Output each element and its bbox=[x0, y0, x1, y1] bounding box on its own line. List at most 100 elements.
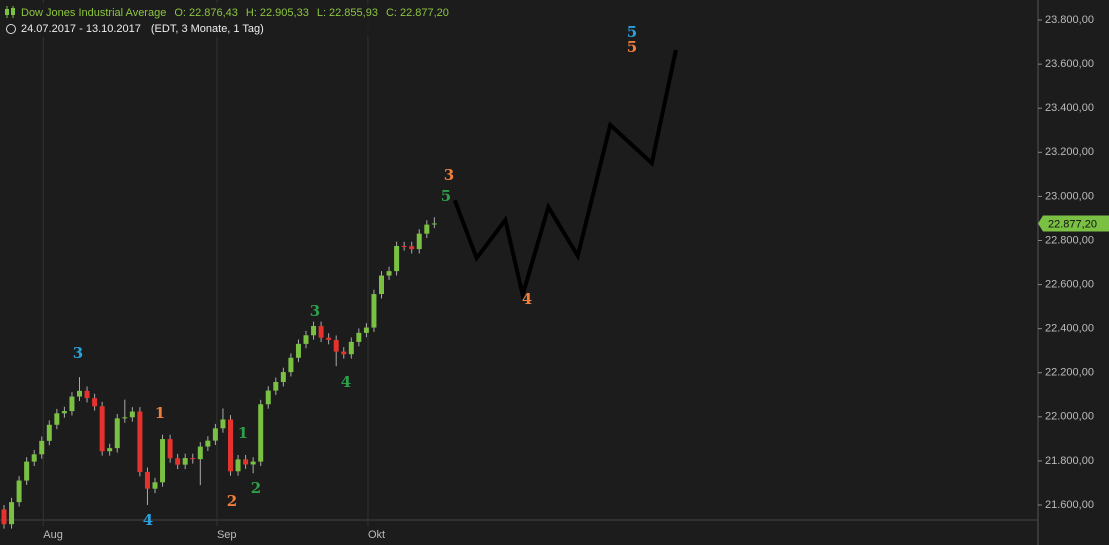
wave-label: 4 bbox=[522, 290, 532, 308]
y-tick-label: 21.800,00 bbox=[1045, 455, 1094, 467]
x-tick-label: Okt bbox=[368, 529, 385, 541]
candle-body bbox=[235, 459, 241, 472]
y-tick-label: 21.600,00 bbox=[1045, 499, 1094, 511]
ohlc-name: C: bbox=[386, 7, 397, 19]
last-price-label: 22.877,20 bbox=[1048, 218, 1097, 230]
ohlc-name: H: bbox=[246, 7, 257, 19]
candle-body bbox=[31, 454, 37, 462]
candle-body bbox=[228, 419, 233, 472]
candle-body bbox=[288, 357, 294, 373]
x-tick-label: Sep bbox=[217, 529, 237, 541]
candle-body bbox=[273, 382, 279, 391]
candle-body bbox=[356, 332, 362, 342]
candle-body bbox=[107, 448, 113, 452]
y-tick-label: 23.400,00 bbox=[1045, 102, 1094, 114]
candle-body bbox=[250, 461, 256, 465]
candle-body bbox=[333, 339, 339, 352]
ohlc-name: O: bbox=[174, 7, 186, 19]
y-tick-label: 22.400,00 bbox=[1045, 323, 1094, 335]
candle-body bbox=[39, 440, 45, 455]
candle-body bbox=[77, 390, 82, 397]
wave-label: 2 bbox=[251, 479, 261, 497]
candle-body bbox=[371, 294, 377, 328]
candle-body bbox=[401, 246, 407, 248]
candle-body bbox=[416, 233, 422, 250]
candle-body bbox=[326, 337, 332, 340]
candle-body bbox=[341, 351, 347, 355]
ohlc-value: 22.876,43 bbox=[189, 7, 238, 19]
candle-body bbox=[348, 341, 354, 355]
header-background bbox=[0, 3, 446, 37]
candle-body bbox=[182, 458, 188, 465]
ohlc-value: 22.877,20 bbox=[400, 7, 449, 19]
candle-body bbox=[409, 246, 415, 250]
candle-body bbox=[205, 440, 211, 447]
candle-body bbox=[311, 326, 317, 336]
candle-body bbox=[99, 406, 105, 452]
x-tick-label: Aug bbox=[43, 529, 63, 541]
wave-label: 5 bbox=[441, 187, 451, 205]
ohlc-value: 22.905,33 bbox=[260, 7, 309, 19]
y-tick-label: 23.200,00 bbox=[1045, 146, 1094, 158]
wave-label: 4 bbox=[143, 511, 153, 529]
candle-body bbox=[1, 509, 7, 525]
projection-line bbox=[452, 49, 678, 303]
candle-body bbox=[175, 458, 181, 465]
wave-label: 5 bbox=[627, 23, 637, 41]
candle-body bbox=[144, 471, 150, 489]
candle-body bbox=[280, 372, 286, 383]
y-tick-label: 23.000,00 bbox=[1045, 190, 1094, 202]
candle-body bbox=[386, 271, 392, 276]
wave-label: 2 bbox=[227, 492, 237, 510]
candle-body bbox=[114, 418, 120, 449]
candle-body bbox=[46, 424, 52, 441]
candle-body bbox=[160, 439, 166, 483]
y-tick-label: 22.800,00 bbox=[1045, 234, 1094, 246]
candle-body bbox=[431, 223, 437, 225]
chart-title: Dow Jones Industrial Average bbox=[21, 7, 166, 19]
wave-label: 3 bbox=[444, 166, 454, 184]
plot bbox=[1, 49, 678, 529]
header-icon bbox=[5, 6, 15, 18]
candle-body bbox=[84, 390, 90, 399]
candle-body bbox=[265, 390, 271, 405]
candle-body bbox=[92, 398, 98, 407]
wave-label: 4 bbox=[341, 373, 351, 391]
candle-body bbox=[69, 396, 75, 412]
last-price-badge bbox=[1038, 215, 1109, 232]
wave-label: 3 bbox=[73, 344, 83, 362]
candle-body bbox=[190, 458, 196, 460]
y-tick-label: 22.600,00 bbox=[1045, 278, 1094, 290]
wave-label: 5 bbox=[627, 38, 637, 56]
candle-body bbox=[212, 428, 218, 441]
wave-label: 3 bbox=[310, 302, 320, 320]
candle-body bbox=[129, 411, 135, 418]
candle-body bbox=[137, 411, 143, 472]
candle-body bbox=[220, 419, 226, 429]
y-tick-label: 23.800,00 bbox=[1045, 14, 1094, 26]
y-tick-label: 22.200,00 bbox=[1045, 367, 1094, 379]
y-tick-label: 22.000,00 bbox=[1045, 411, 1094, 423]
candle-body bbox=[54, 413, 60, 425]
candle-body bbox=[61, 411, 67, 414]
ohlc-name: L: bbox=[317, 7, 326, 19]
candle-body bbox=[318, 326, 324, 338]
candle-body bbox=[379, 275, 384, 295]
candle-body bbox=[303, 335, 309, 344]
candle-body bbox=[122, 417, 128, 419]
y-tick-label: 23.600,00 bbox=[1045, 58, 1094, 70]
date-range: 24.07.2017 - 13.10.2017 bbox=[21, 23, 141, 35]
candle-body bbox=[9, 502, 15, 525]
candle-body bbox=[394, 246, 400, 272]
candle-body bbox=[258, 404, 264, 462]
candle-body bbox=[24, 461, 30, 481]
wave-label: 1 bbox=[155, 404, 165, 422]
candle-body bbox=[152, 482, 158, 489]
period-info: (EDT, 3 Monate, 1 Tag) bbox=[151, 23, 264, 35]
candle-body bbox=[295, 343, 301, 358]
wave-label: 1 bbox=[238, 424, 248, 442]
clock-icon bbox=[6, 24, 16, 34]
candle-body bbox=[16, 480, 22, 503]
